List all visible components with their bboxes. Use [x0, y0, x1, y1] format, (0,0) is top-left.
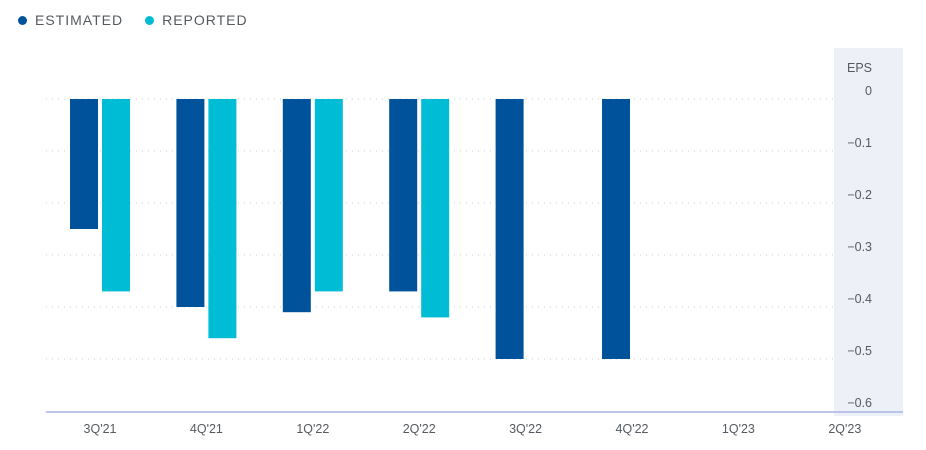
bar-estimated-1[interactable]: [176, 99, 205, 307]
bar-estimated-2[interactable]: [282, 99, 311, 313]
legend-dot-estimated-icon: [18, 15, 27, 25]
y-axis-ticks: 0 −0.1 −0.2 −0.3 −0.4 −0.5 −0.6: [847, 84, 872, 410]
bar-reported-0[interactable]: [102, 99, 130, 292]
y-tick-label: −0.4: [847, 292, 872, 306]
x-tick-label: 4Q'21: [190, 422, 223, 436]
legend-item-reported[interactable]: REPORTED: [145, 12, 248, 28]
legend-item-estimated[interactable]: ESTIMATED: [18, 12, 123, 28]
y-tick-label: −0.1: [847, 136, 872, 150]
bar-estimated-4[interactable]: [495, 99, 524, 359]
y-tick-label: −0.6: [847, 396, 872, 410]
bar-reported-2[interactable]: [314, 99, 343, 292]
x-tick-label: 1Q'23: [722, 422, 755, 436]
x-tick-label: 2Q'23: [828, 422, 861, 436]
y-axis-label: EPS: [847, 61, 872, 75]
legend-label-reported: REPORTED: [162, 12, 248, 28]
bar-reported-1[interactable]: [208, 99, 237, 339]
y-tick-label: 0: [865, 84, 872, 98]
y-tick-label: −0.5: [847, 344, 872, 358]
legend-label-estimated: ESTIMATED: [35, 12, 124, 28]
x-tick-label: 2Q'22: [403, 422, 436, 436]
x-axis-ticks: 3Q'21 4Q'21 1Q'22 2Q'22 3Q'22 4Q'22 1Q'23 2Q'23: [84, 422, 862, 436]
chart-legend: ESTIMATED REPORTED: [18, 12, 248, 28]
x-tick-label: 4Q'22: [616, 422, 649, 436]
x-tick-label: 3Q'22: [509, 422, 542, 436]
bars: [70, 99, 630, 359]
y-tick-label: −0.3: [847, 240, 872, 254]
legend-dot-reported-icon: [145, 15, 155, 25]
y-axis-panel: [834, 48, 903, 416]
y-tick-label: −0.2: [847, 188, 872, 202]
bar-estimated-3[interactable]: [389, 99, 418, 292]
bar-estimated-5[interactable]: [602, 99, 630, 359]
bar-estimated-0[interactable]: [70, 99, 98, 229]
x-tick-label: 3Q'21: [84, 422, 117, 436]
x-tick-label: 1Q'22: [296, 422, 329, 436]
bar-reported-3[interactable]: [421, 99, 450, 318]
